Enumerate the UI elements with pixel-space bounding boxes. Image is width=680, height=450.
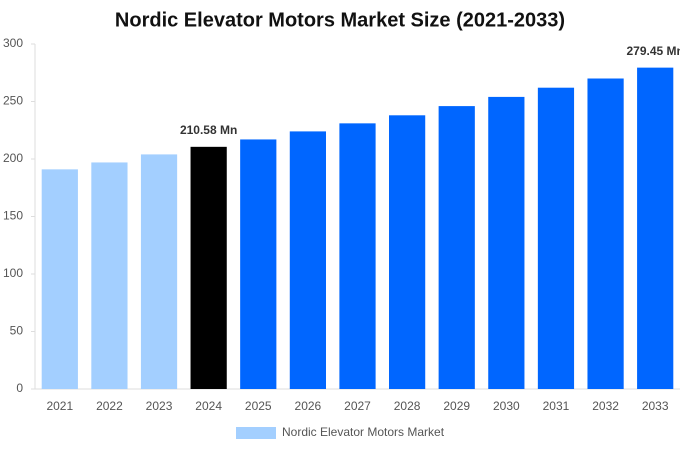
y-tick-label: 250 bbox=[3, 94, 23, 108]
x-tick-label: 2029 bbox=[443, 399, 470, 413]
bar bbox=[289, 131, 326, 389]
x-tick-label: 2033 bbox=[642, 399, 669, 413]
bar bbox=[438, 106, 475, 389]
y-tick-label: 150 bbox=[3, 209, 23, 223]
legend-swatch bbox=[236, 427, 276, 439]
y-tick-label: 300 bbox=[3, 36, 23, 50]
y-tick-label: 100 bbox=[3, 266, 23, 280]
bar bbox=[240, 139, 277, 389]
data-label: 210.58 Mn bbox=[180, 123, 237, 137]
x-tick-label: 2024 bbox=[195, 399, 222, 413]
x-tick-label: 2023 bbox=[146, 399, 173, 413]
x-tick-label: 2021 bbox=[46, 399, 73, 413]
bar bbox=[91, 162, 128, 389]
y-tick-label: 200 bbox=[3, 151, 23, 165]
x-tick-label: 2030 bbox=[493, 399, 520, 413]
bar bbox=[140, 154, 178, 389]
bar bbox=[190, 146, 227, 389]
x-tick-label: 2025 bbox=[245, 399, 272, 413]
y-tick-label: 0 bbox=[16, 381, 23, 395]
data-label: 279.45 Mn bbox=[627, 44, 680, 58]
bar bbox=[339, 123, 376, 389]
x-tick-label: 2031 bbox=[543, 399, 570, 413]
bar bbox=[41, 169, 78, 389]
x-tick-label: 2022 bbox=[96, 399, 123, 413]
legend-label: Nordic Elevator Motors Market bbox=[282, 425, 445, 439]
chart-title: Nordic Elevator Motors Market Size (2021… bbox=[115, 9, 565, 31]
y-tick-label: 50 bbox=[10, 324, 24, 338]
x-tick-label: 2027 bbox=[344, 399, 371, 413]
bar bbox=[637, 67, 674, 389]
bar bbox=[488, 96, 525, 390]
bar bbox=[587, 78, 624, 389]
x-tick-label: 2028 bbox=[394, 399, 421, 413]
bar bbox=[389, 115, 426, 390]
x-tick-label: 2032 bbox=[592, 399, 619, 413]
x-tick-label: 2026 bbox=[295, 399, 322, 413]
bar bbox=[537, 87, 575, 389]
